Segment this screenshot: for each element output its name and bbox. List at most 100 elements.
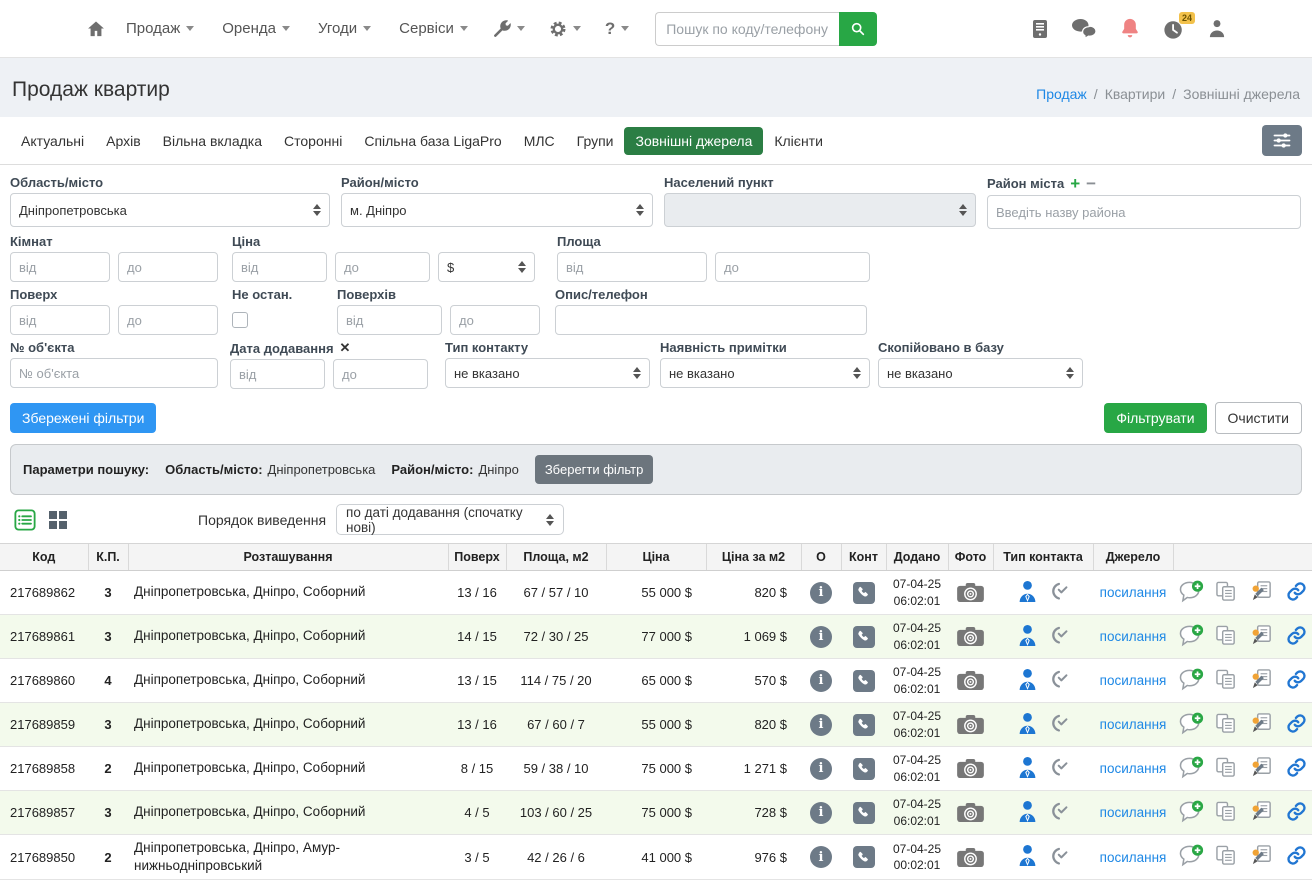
copy-edit-icon[interactable] <box>1249 580 1274 603</box>
info-icon[interactable]: i <box>810 626 832 648</box>
tab-groups[interactable]: Групи <box>566 127 625 155</box>
remove-district-icon[interactable]: − <box>1086 175 1096 192</box>
copy-edit-icon[interactable] <box>1249 712 1274 735</box>
person-tie-icon[interactable] <box>1017 624 1038 647</box>
city-district-input[interactable] <box>987 195 1301 229</box>
external-link-icon[interactable] <box>1285 845 1308 866</box>
menu-deals[interactable]: Угоди <box>318 20 371 37</box>
activity-clock-icon[interactable]: 24 <box>1163 18 1185 40</box>
copy-icon[interactable] <box>1215 581 1238 602</box>
region-select[interactable]: Дніпропетровська <box>10 193 330 227</box>
contact-phone-icon[interactable] <box>853 758 875 780</box>
add-district-icon[interactable]: + <box>1070 175 1080 192</box>
add-comment-icon[interactable] <box>1179 756 1204 779</box>
rooms-from-input[interactable] <box>10 252 110 282</box>
add-comment-icon[interactable] <box>1179 800 1204 823</box>
source-link[interactable]: посилання <box>1100 717 1167 732</box>
camera-icon[interactable] <box>956 670 985 691</box>
source-link[interactable]: посилання <box>1100 805 1167 820</box>
copy-edit-icon[interactable] <box>1249 800 1274 823</box>
external-link-icon[interactable] <box>1285 625 1308 646</box>
order-select[interactable]: по даті додавання (спочатку нові) <box>336 504 564 535</box>
camera-icon[interactable] <box>956 626 985 647</box>
search-input[interactable] <box>655 12 839 46</box>
contact-phone-icon[interactable] <box>853 714 875 736</box>
tab-clients[interactable]: Клієнти <box>763 127 834 155</box>
not-last-checkbox[interactable] <box>232 312 248 328</box>
external-link-icon[interactable] <box>1285 801 1308 822</box>
external-link-icon[interactable] <box>1285 669 1308 690</box>
price-to-input[interactable] <box>335 252 430 282</box>
copy-edit-icon[interactable] <box>1249 844 1274 867</box>
phone-check-icon[interactable] <box>1047 757 1069 777</box>
tab-thirdparty[interactable]: Сторонні <box>273 127 353 155</box>
floors-from-input[interactable] <box>337 305 442 335</box>
add-comment-icon[interactable] <box>1179 844 1204 867</box>
menu-services[interactable]: Сервіси <box>399 20 468 37</box>
source-link[interactable]: посилання <box>1100 585 1167 600</box>
contact-phone-icon[interactable] <box>853 626 875 648</box>
info-icon[interactable]: i <box>810 802 832 824</box>
external-link-icon[interactable] <box>1285 713 1308 734</box>
note-select[interactable]: не вказано <box>660 358 870 388</box>
copied-select[interactable]: не вказано <box>878 358 1083 388</box>
add-comment-icon[interactable] <box>1179 624 1204 647</box>
copy-icon[interactable] <box>1215 713 1238 734</box>
user-icon[interactable] <box>1208 18 1226 39</box>
area-to-input[interactable] <box>715 252 870 282</box>
currency-select[interactable]: $ <box>438 252 535 282</box>
floor-to-input[interactable] <box>118 305 218 335</box>
info-icon[interactable]: i <box>810 670 832 692</box>
contact-phone-icon[interactable] <box>853 846 875 868</box>
camera-icon[interactable] <box>956 758 985 779</box>
copy-icon[interactable] <box>1215 625 1238 646</box>
phone-check-icon[interactable] <box>1047 846 1069 866</box>
add-comment-icon[interactable] <box>1179 580 1204 603</box>
phone-check-icon[interactable] <box>1047 581 1069 601</box>
source-link[interactable]: посилання <box>1100 761 1167 776</box>
tab-mls[interactable]: МЛС <box>513 127 566 155</box>
object-number-input[interactable] <box>10 358 218 388</box>
copy-icon[interactable] <box>1215 845 1238 866</box>
tab-external-sources[interactable]: Зовнішні джерела <box>624 127 763 155</box>
external-link-icon[interactable] <box>1285 757 1308 778</box>
tab-actual[interactable]: Актуальні <box>10 127 95 155</box>
person-tie-icon[interactable] <box>1017 800 1038 823</box>
date-to-input[interactable] <box>333 359 428 389</box>
copy-icon[interactable] <box>1215 757 1238 778</box>
phone-check-icon[interactable] <box>1047 801 1069 821</box>
add-comment-icon[interactable] <box>1179 712 1204 735</box>
rooms-to-input[interactable] <box>118 252 218 282</box>
save-filter-button[interactable]: Зберегти фільтр <box>535 455 654 484</box>
phone-check-icon[interactable] <box>1047 713 1069 733</box>
menu-rent[interactable]: Оренда <box>222 20 290 37</box>
copy-icon[interactable] <box>1215 801 1238 822</box>
external-link-icon[interactable] <box>1285 581 1308 602</box>
camera-icon[interactable] <box>956 714 985 735</box>
price-from-input[interactable] <box>232 252 327 282</box>
copy-edit-icon[interactable] <box>1249 756 1274 779</box>
source-link[interactable]: посилання <box>1100 673 1167 688</box>
person-tie-icon[interactable] <box>1017 580 1038 603</box>
camera-icon[interactable] <box>956 802 985 823</box>
messages-icon[interactable] <box>1071 18 1097 39</box>
notifications-bell-icon[interactable] <box>1120 17 1140 40</box>
area-from-input[interactable] <box>557 252 707 282</box>
contact-phone-icon[interactable] <box>853 802 875 824</box>
info-icon[interactable]: i <box>810 714 832 736</box>
menu-sale[interactable]: Продаж <box>126 20 194 37</box>
catalog-icon[interactable] <box>1032 19 1048 39</box>
floors-to-input[interactable] <box>450 305 540 335</box>
person-tie-icon[interactable] <box>1017 756 1038 779</box>
phone-check-icon[interactable] <box>1047 625 1069 645</box>
person-tie-icon[interactable] <box>1017 668 1038 691</box>
copy-edit-icon[interactable] <box>1249 668 1274 691</box>
list-view-icon[interactable] <box>14 509 36 531</box>
source-link[interactable]: посилання <box>1100 850 1167 865</box>
camera-icon[interactable] <box>956 582 985 603</box>
filter-button[interactable]: Фільтрувати <box>1104 403 1206 433</box>
wrench-icon[interactable] <box>494 20 525 37</box>
tab-ligapro[interactable]: Спільна база LigaPro <box>353 127 512 155</box>
tab-free[interactable]: Вільна вкладка <box>152 127 273 155</box>
home-icon[interactable] <box>86 19 106 39</box>
